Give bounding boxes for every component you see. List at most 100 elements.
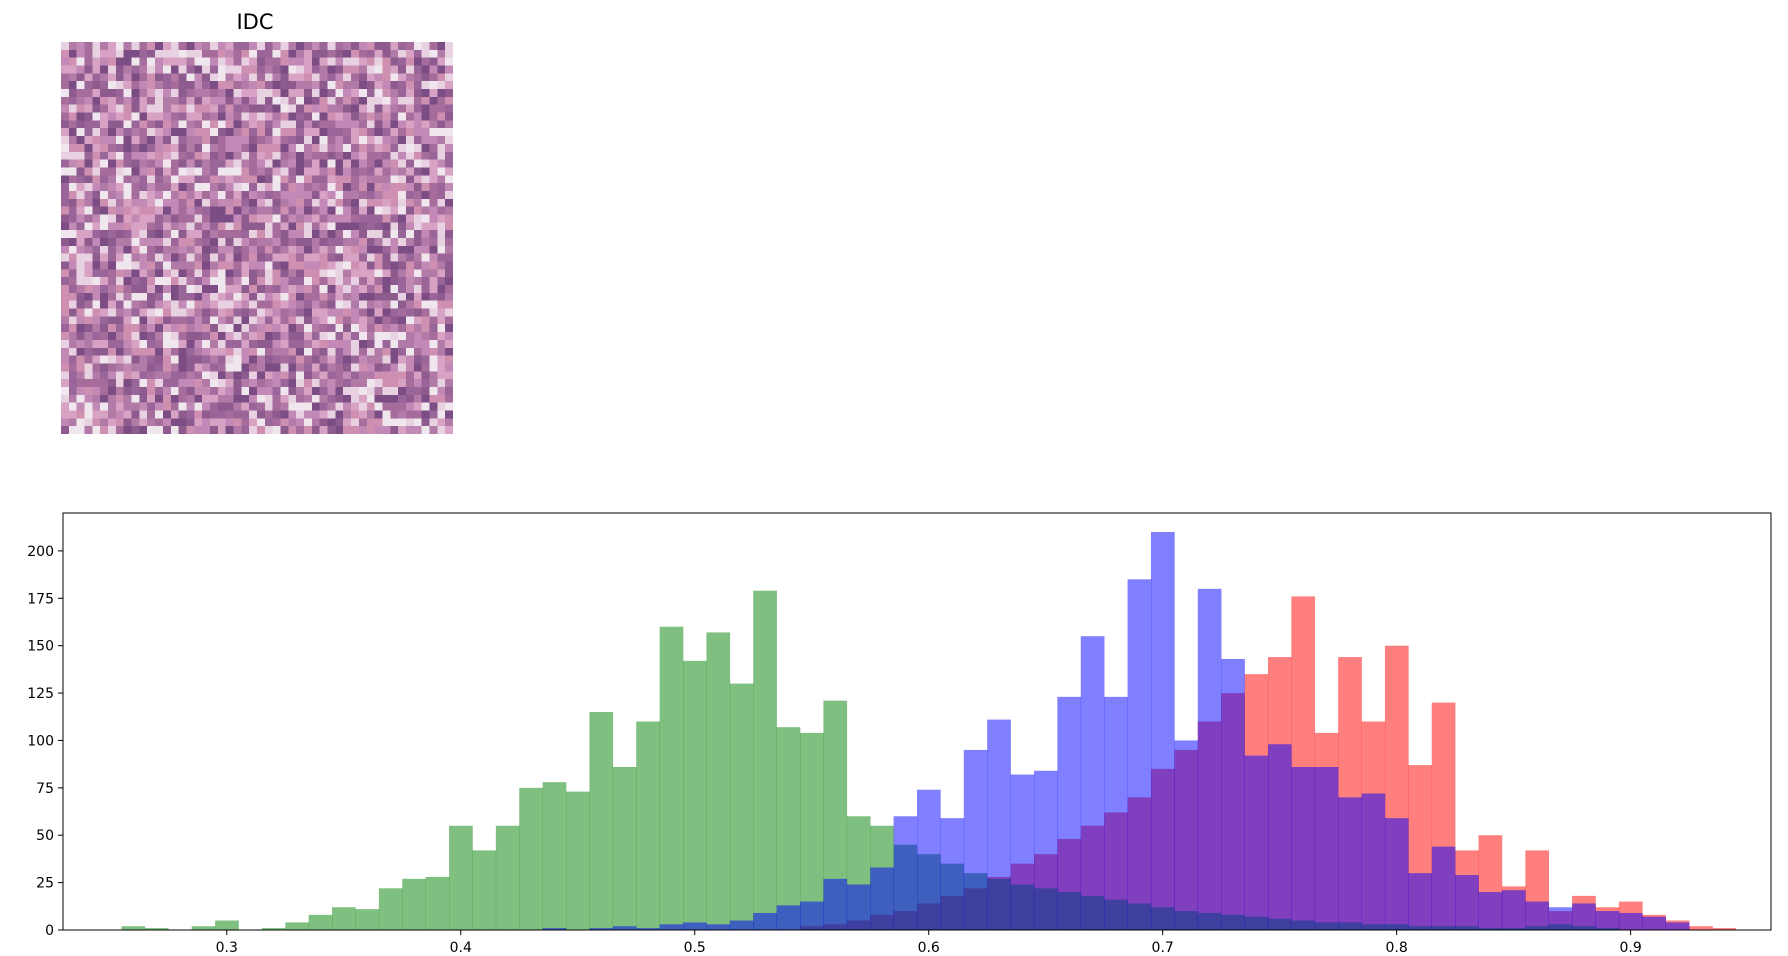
image-pixel (319, 379, 328, 387)
image-pixel (162, 355, 171, 364)
image-pixel (343, 245, 352, 254)
image-pixel (100, 136, 109, 144)
image-pixel (358, 96, 367, 105)
image-pixel (209, 49, 218, 58)
image-pixel (225, 418, 234, 427)
image-pixel (257, 238, 265, 246)
x-tick-label: 0.7 (1152, 940, 1174, 956)
image-pixel (209, 175, 218, 184)
image-pixel (311, 42, 320, 50)
image-pixel (186, 73, 195, 82)
image-pixel (280, 175, 289, 184)
image-pixel (264, 347, 273, 356)
image-pixel (335, 230, 344, 238)
image-pixel (123, 363, 132, 372)
image-pixel (311, 206, 320, 215)
image-pixel (445, 277, 453, 286)
image-pixel (249, 371, 257, 380)
image-pixel (351, 167, 359, 176)
image-pixel (76, 285, 85, 293)
histogram-bar-series-2 (1431, 846, 1456, 930)
image-pixel (162, 81, 171, 90)
image-pixel (68, 253, 77, 262)
image-pixel (155, 167, 163, 176)
image-pixel (288, 136, 297, 144)
image-pixel (445, 253, 453, 262)
image-pixel (100, 355, 109, 364)
image-pixel (92, 89, 101, 97)
image-pixel (429, 238, 438, 246)
image-pixel (194, 151, 203, 160)
image-pixel (115, 324, 124, 333)
image-pixel (131, 402, 140, 411)
histogram-bar-series-1 (636, 721, 660, 930)
image-pixel (405, 112, 414, 121)
image-pixel (217, 57, 226, 66)
image-pixel (115, 73, 124, 82)
image-pixel (445, 363, 453, 372)
image-pixel (123, 128, 132, 137)
histogram-bars (121, 531, 1737, 930)
image-pixel (92, 277, 101, 286)
image-pixel (437, 238, 446, 246)
image-pixel (68, 230, 77, 238)
image-pixel (68, 128, 77, 137)
image-pixel (390, 222, 399, 231)
image-pixel (68, 292, 77, 301)
image-pixel (217, 371, 226, 380)
image-pixel (233, 49, 242, 58)
image-pixel (194, 238, 203, 246)
image-pixel (162, 151, 171, 160)
image-pixel (264, 245, 273, 254)
image-pixel (108, 426, 116, 434)
image-pixel (225, 159, 234, 168)
image-pixel (178, 96, 187, 105)
histogram-bar-series-2 (917, 789, 941, 930)
image-pixel (217, 347, 226, 356)
image-pixel (155, 89, 163, 97)
image-pixel (319, 347, 328, 356)
image-pixel (233, 198, 242, 207)
image-pixel (202, 206, 210, 215)
image-pixel (108, 371, 116, 380)
image-pixel (343, 42, 352, 50)
image-pixel (343, 418, 352, 427)
image-pixel (366, 324, 375, 333)
image-pixel (108, 332, 116, 340)
image-pixel (445, 81, 453, 90)
image-pixel (225, 151, 234, 160)
image-pixel (351, 285, 359, 293)
x-tick-label: 0.9 (1619, 940, 1641, 956)
image-pixel (288, 277, 297, 286)
image-pixel (155, 230, 163, 238)
image-pixel (288, 65, 297, 74)
image-pixel (202, 285, 210, 293)
image-pixel (257, 245, 265, 254)
y-tick-label: 150 (27, 639, 54, 655)
image-pixel (162, 238, 171, 246)
image-pixel (351, 128, 359, 137)
image-pixel (429, 332, 438, 340)
image-pixel (131, 183, 140, 191)
image-pixel (264, 292, 273, 301)
image-pixel (405, 151, 414, 160)
image-pixel (225, 112, 234, 121)
image-pixel (115, 206, 124, 215)
image-pixel (162, 261, 171, 270)
image-pixel (155, 386, 163, 395)
image-pixel (437, 277, 446, 286)
image-pixel (170, 128, 179, 137)
image-pixel (76, 65, 85, 74)
image-pixel (139, 261, 148, 270)
image-pixel (147, 418, 156, 427)
image-pixel (249, 245, 257, 254)
image-pixel (311, 300, 320, 309)
image-pixel (413, 324, 422, 333)
histogram-bar-series-2 (940, 818, 965, 930)
image-pixel (405, 65, 414, 74)
histogram-bar-series-1 (308, 914, 333, 930)
image-pixel (225, 81, 234, 90)
image-pixel (374, 371, 383, 380)
image-pixel (288, 363, 297, 372)
image-pixel (280, 183, 289, 191)
